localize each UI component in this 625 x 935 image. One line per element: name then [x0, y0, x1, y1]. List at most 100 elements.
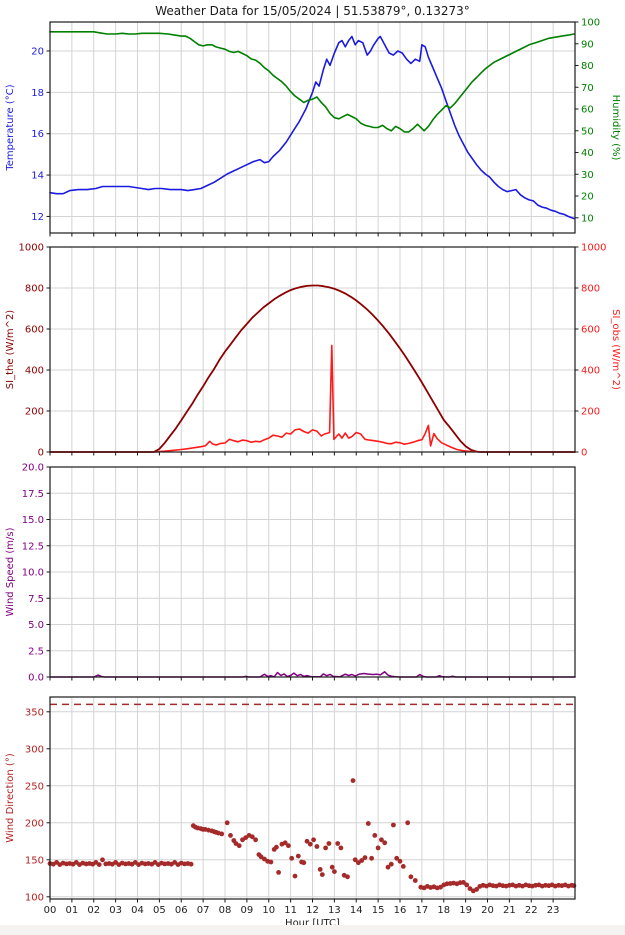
left-axis-label: Wind Speed (m/s): [5, 527, 16, 616]
left-axis: 12 14 16 18 20 Temperature (°C): [5, 46, 50, 223]
svg-text:2.5: 2.5: [28, 646, 44, 657]
svg-text:18: 18: [31, 88, 44, 99]
chart-temperature-humidity: 12 14 16 18 20 Temperature (°C) 10 20 30 40 50 60 70…: [5, 18, 621, 237]
svg-text:7.5: 7.5: [28, 594, 44, 605]
svg-text:08: 08: [219, 905, 232, 916]
svg-text:600: 600: [25, 325, 44, 336]
gridlines: [50, 22, 575, 233]
left-axis: 0.0 2.5 5.0 7.5 10.0 12.5 15.0 17.5 20.0 Wind Spe…: [5, 463, 50, 684]
svg-text:0.0: 0.0: [28, 673, 44, 684]
svg-text:18: 18: [437, 905, 450, 916]
svg-text:90: 90: [581, 39, 594, 50]
chart-wind-direction: 00 01 02 03 04 05 06 07 08 09 10 11 12 13 14 15 16 17 18 19…: [5, 696, 577, 925]
svg-text:15.0: 15.0: [22, 515, 44, 526]
svg-text:16: 16: [31, 129, 44, 140]
svg-text:13: 13: [328, 905, 341, 916]
svg-text:20.0: 20.0: [22, 463, 44, 474]
right-axis-label: Humidity (%): [610, 95, 621, 161]
right-axis: 0 200 400 600 800 1000 SI_obs (W/m^2): [575, 243, 621, 459]
chart-solar-irradiance: 0 200 400 600 800 1000 SI_the (W/m^2) 0 200 400 60…: [5, 243, 621, 459]
svg-text:04: 04: [131, 905, 144, 916]
series-humidity: [49, 30, 575, 133]
right-axis-label: SI_obs (W/m^2): [610, 309, 621, 390]
svg-text:22: 22: [525, 905, 538, 916]
right-axis: 10 20 30 40 50 60 70 80 90 100 Humidity (%): [575, 18, 621, 224]
svg-text:21: 21: [503, 905, 516, 916]
svg-text:12: 12: [306, 905, 319, 916]
x-axis-ticks: 00 01 02 03 04 05 06 07 08 09 10 11 12 13 14 15 16 17 18 19…: [44, 899, 560, 916]
series-temperature: [49, 35, 575, 220]
svg-text:600: 600: [581, 325, 600, 336]
svg-text:06: 06: [175, 905, 188, 916]
left-axis: 100 150 200 250 300 350 Wind Direction (°): [5, 707, 50, 903]
svg-text:11: 11: [284, 905, 297, 916]
svg-text:350: 350: [25, 707, 44, 718]
svg-text:03: 03: [109, 905, 122, 916]
left-axis-label: Temperature (°C): [5, 84, 16, 171]
series-si_theoretical: [49, 284, 576, 453]
svg-text:100: 100: [581, 18, 600, 29]
chart-wind-speed: 0.0 2.5 5.0 7.5 10.0 12.5 15.0 17.5 20.0 Wind Spe…: [5, 463, 576, 684]
svg-text:50: 50: [581, 126, 594, 137]
figure-title: Weather Data for 15/05/2024 | 51.53879°,…: [155, 4, 470, 18]
svg-text:0: 0: [38, 448, 44, 459]
svg-text:19: 19: [459, 905, 472, 916]
svg-text:15: 15: [372, 905, 385, 916]
svg-text:20: 20: [581, 192, 594, 203]
svg-text:1000: 1000: [19, 243, 44, 254]
series-wind_speed: [49, 671, 576, 678]
svg-text:5.0: 5.0: [28, 620, 44, 631]
gridlines: [50, 467, 575, 677]
svg-text:16: 16: [394, 905, 407, 916]
svg-text:200: 200: [25, 407, 44, 418]
svg-text:10: 10: [581, 213, 594, 224]
svg-text:10: 10: [262, 905, 275, 916]
svg-text:12.5: 12.5: [22, 541, 44, 552]
x-axis-ticks: [49, 677, 554, 681]
svg-text:17: 17: [416, 905, 429, 916]
svg-text:800: 800: [25, 284, 44, 295]
svg-text:400: 400: [581, 366, 600, 377]
series-si_observed: [49, 344, 576, 453]
left-axis: 0 200 400 600 800 1000 SI_the (W/m^2): [5, 243, 50, 459]
svg-text:70: 70: [581, 83, 594, 94]
svg-text:05: 05: [153, 905, 166, 916]
svg-text:20: 20: [31, 46, 44, 57]
svg-text:150: 150: [25, 855, 44, 866]
svg-text:60: 60: [581, 105, 594, 116]
svg-text:800: 800: [581, 284, 600, 295]
svg-text:14: 14: [350, 905, 363, 916]
svg-text:23: 23: [547, 905, 560, 916]
left-axis-label: Wind Direction (°): [5, 753, 16, 843]
svg-text:10.0: 10.0: [22, 568, 44, 579]
svg-text:09: 09: [241, 905, 254, 916]
svg-text:30: 30: [581, 170, 594, 181]
svg-text:100: 100: [25, 892, 44, 903]
svg-text:20: 20: [481, 905, 494, 916]
gridlines: [50, 247, 575, 452]
svg-text:07: 07: [197, 905, 210, 916]
svg-text:17.5: 17.5: [22, 489, 44, 500]
left-axis-label: SI_the (W/m^2): [5, 310, 16, 390]
svg-text:250: 250: [25, 781, 44, 792]
svg-text:200: 200: [581, 407, 600, 418]
svg-text:0: 0: [581, 448, 587, 459]
x-axis-ticks: [49, 452, 554, 456]
svg-text:14: 14: [31, 171, 44, 182]
x-axis-label: Hour [UTC]: [285, 918, 340, 925]
svg-text:400: 400: [25, 366, 44, 377]
svg-text:01: 01: [66, 905, 79, 916]
svg-text:200: 200: [25, 818, 44, 829]
svg-text:1000: 1000: [581, 243, 606, 254]
gridlines: [50, 697, 575, 899]
x-axis-ticks: [49, 233, 554, 237]
svg-text:02: 02: [87, 905, 100, 916]
svg-text:12: 12: [31, 212, 44, 223]
svg-text:300: 300: [25, 744, 44, 755]
series-wind_direction: [47, 778, 577, 894]
svg-text:40: 40: [581, 148, 594, 159]
svg-text:00: 00: [44, 905, 57, 916]
svg-text:80: 80: [581, 61, 594, 72]
